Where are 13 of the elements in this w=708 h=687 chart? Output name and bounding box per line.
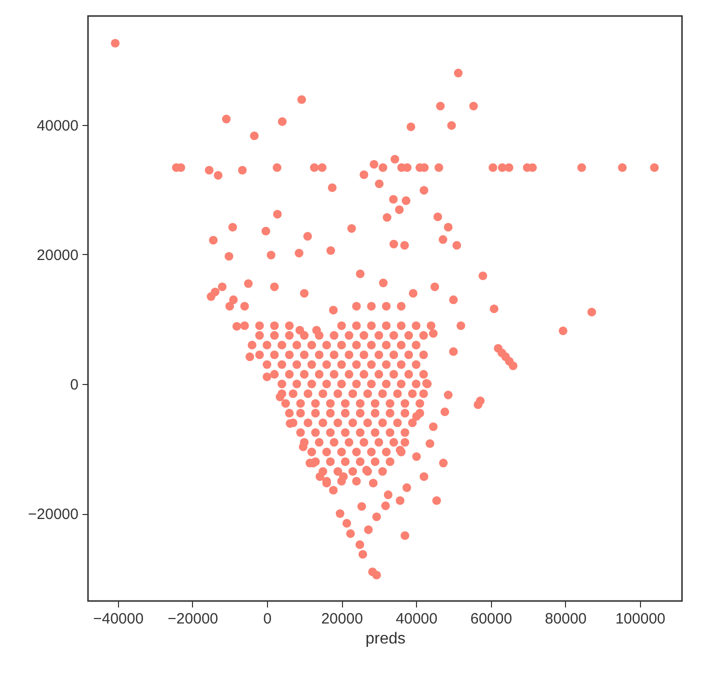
x-tick-label: −40000 [93, 610, 144, 628]
x-tick-label: 20000 [321, 610, 363, 628]
y-tick-label: 20000 [36, 246, 78, 264]
y-tick-label: 40000 [36, 117, 78, 134]
x-tick-label: 60000 [470, 610, 512, 628]
y-tick-label: −20000 [28, 506, 78, 524]
x-axis-title: preds [365, 630, 406, 648]
x-tick-label: 0 [263, 610, 272, 628]
y-tick-label: 0 [70, 376, 78, 394]
x-tick-label: −20000 [168, 610, 218, 628]
x-tick-label: 80000 [544, 610, 587, 628]
x-tick-label: 100000 [615, 610, 666, 628]
x-tick-label: 40000 [396, 610, 438, 628]
